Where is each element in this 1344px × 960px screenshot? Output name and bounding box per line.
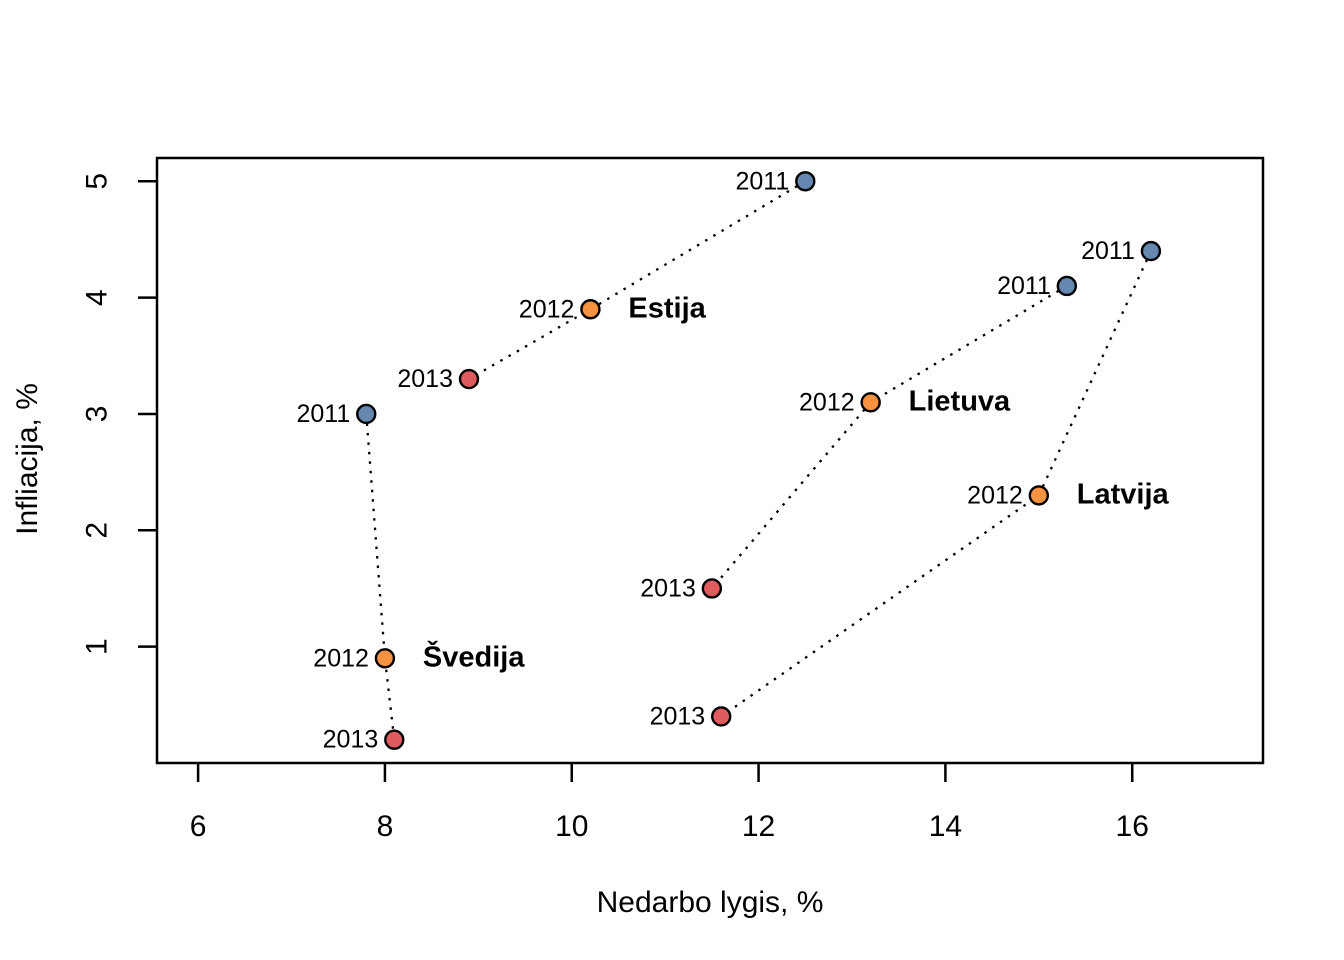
year-label: 2012: [313, 644, 369, 672]
y-tick-label: 2: [81, 522, 114, 539]
country-label: Latvija: [1077, 478, 1170, 510]
data-point: [374, 648, 396, 669]
connector-line-švedija: [365, 413, 396, 740]
data-point: [384, 729, 405, 750]
x-tick-label: 8: [377, 810, 394, 843]
data-point: [1140, 240, 1162, 262]
y-tick-label: 4: [81, 289, 114, 306]
data-point: [458, 368, 480, 390]
country-label: Lietuva: [909, 385, 1011, 417]
x-axis-title: Nedarbo lygis, %: [597, 886, 824, 919]
year-label: 2012: [519, 295, 575, 323]
data-point: [356, 403, 377, 425]
x-tick-label: 10: [555, 810, 588, 843]
plot-box: [155, 156, 1265, 765]
data-point: [701, 578, 723, 599]
data-point: [1056, 275, 1078, 297]
connector-line-lietuva: [710, 284, 1068, 590]
data-point: [860, 392, 881, 413]
data-point: [1028, 485, 1050, 506]
year-label: 2012: [799, 388, 855, 416]
year-label: 2011: [997, 272, 1051, 300]
connector-line-estija: [468, 180, 806, 381]
year-label: 2011: [1081, 237, 1135, 265]
x-tick-label: 16: [1116, 810, 1149, 843]
year-label: 2011: [736, 167, 790, 195]
y-tick-label: 5: [81, 173, 114, 190]
year-label: 2012: [967, 481, 1023, 509]
data-point: [711, 706, 732, 727]
x-tick-label: 6: [190, 810, 207, 843]
data-point: [580, 299, 601, 320]
year-label: 2013: [640, 574, 696, 602]
x-tick-label: 14: [929, 810, 962, 843]
y-tick-label: 3: [81, 406, 114, 423]
year-label: 2013: [650, 702, 706, 730]
year-label: 2011: [296, 400, 350, 428]
year-label: 2013: [323, 726, 379, 754]
x-tick-label: 12: [742, 810, 775, 843]
year-label: 2013: [397, 365, 453, 393]
country-label: Švedija: [423, 639, 525, 673]
y-tick-label: 1: [81, 638, 114, 655]
y-axis-title: Infliacija, %: [11, 383, 44, 535]
data-point: [795, 171, 816, 192]
country-label: Estija: [628, 292, 706, 324]
